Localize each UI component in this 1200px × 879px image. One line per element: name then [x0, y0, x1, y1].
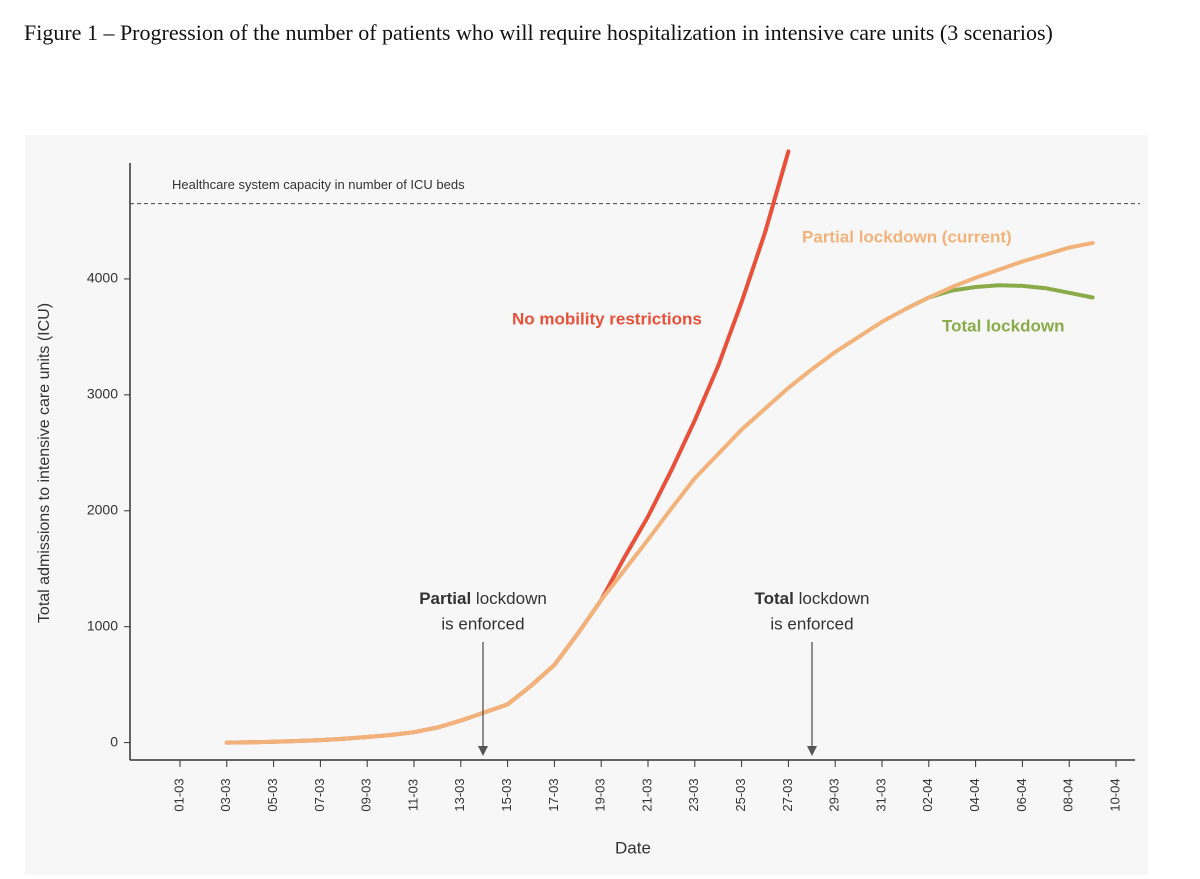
x-tick-label: 04-04: [967, 778, 982, 811]
annotation: Total lockdown: [755, 589, 870, 608]
y-tick-label: 4000: [87, 270, 118, 286]
x-axis-title: Date: [615, 838, 651, 857]
x-tick-label: 21-03: [639, 778, 654, 811]
x-tick-label: 23-03: [686, 778, 701, 811]
annotation: is enforced: [770, 614, 853, 633]
figure-caption: Figure 1 – Progression of the number of …: [24, 20, 1053, 45]
series-label: No mobility restrictions: [512, 309, 702, 328]
annotation: is enforced: [441, 614, 524, 633]
y-axis-title: Total admissions to intensive care units…: [36, 303, 53, 623]
x-tick-label: 09-03: [359, 778, 374, 811]
x-tick-label: 10-04: [1107, 778, 1122, 811]
annotation-text: lockdown: [476, 589, 547, 608]
x-tick-label: 17-03: [546, 778, 561, 811]
x-tick-label: 08-04: [1061, 778, 1076, 811]
chart-background: [25, 135, 1148, 875]
x-tick-label: 19-03: [593, 778, 608, 811]
annotation-arrowhead: [478, 746, 488, 756]
series-label: Total lockdown: [942, 316, 1064, 335]
x-tick-label: 03-03: [218, 778, 233, 811]
x-tick-label: 27-03: [780, 778, 795, 811]
capacity-label: Healthcare system capacity in number of …: [172, 177, 465, 192]
annotation-arrowhead: [807, 746, 817, 756]
y-tick-label: 2000: [87, 501, 118, 517]
x-tick-label: 01-03: [171, 778, 186, 811]
y-tick-label: 1000: [87, 617, 118, 633]
y-tick-label: 0: [110, 733, 118, 749]
x-tick-label: 11-03: [405, 779, 420, 811]
annotation-bold: Total: [755, 589, 794, 608]
x-tick-label: 05-03: [265, 778, 280, 811]
annotation-text: lockdown: [799, 589, 870, 608]
series-line: [224, 241, 1095, 745]
y-tick-label: 3000: [87, 386, 118, 402]
x-tick-label: 29-03: [827, 778, 842, 811]
annotation-bold: Partial: [419, 589, 471, 608]
x-tick-label: 15-03: [499, 778, 514, 811]
x-tick-label: 07-03: [312, 778, 327, 811]
x-tick-label: 02-04: [920, 778, 935, 811]
annotation: Partial lockdown: [419, 589, 547, 608]
x-tick-label: 13-03: [452, 778, 467, 811]
x-tick-label: 06-04: [1014, 778, 1029, 811]
x-tick-label: 31-03: [873, 778, 888, 811]
x-tick-label: 25-03: [733, 778, 748, 811]
series-label: Partial lockdown (current): [802, 227, 1012, 246]
